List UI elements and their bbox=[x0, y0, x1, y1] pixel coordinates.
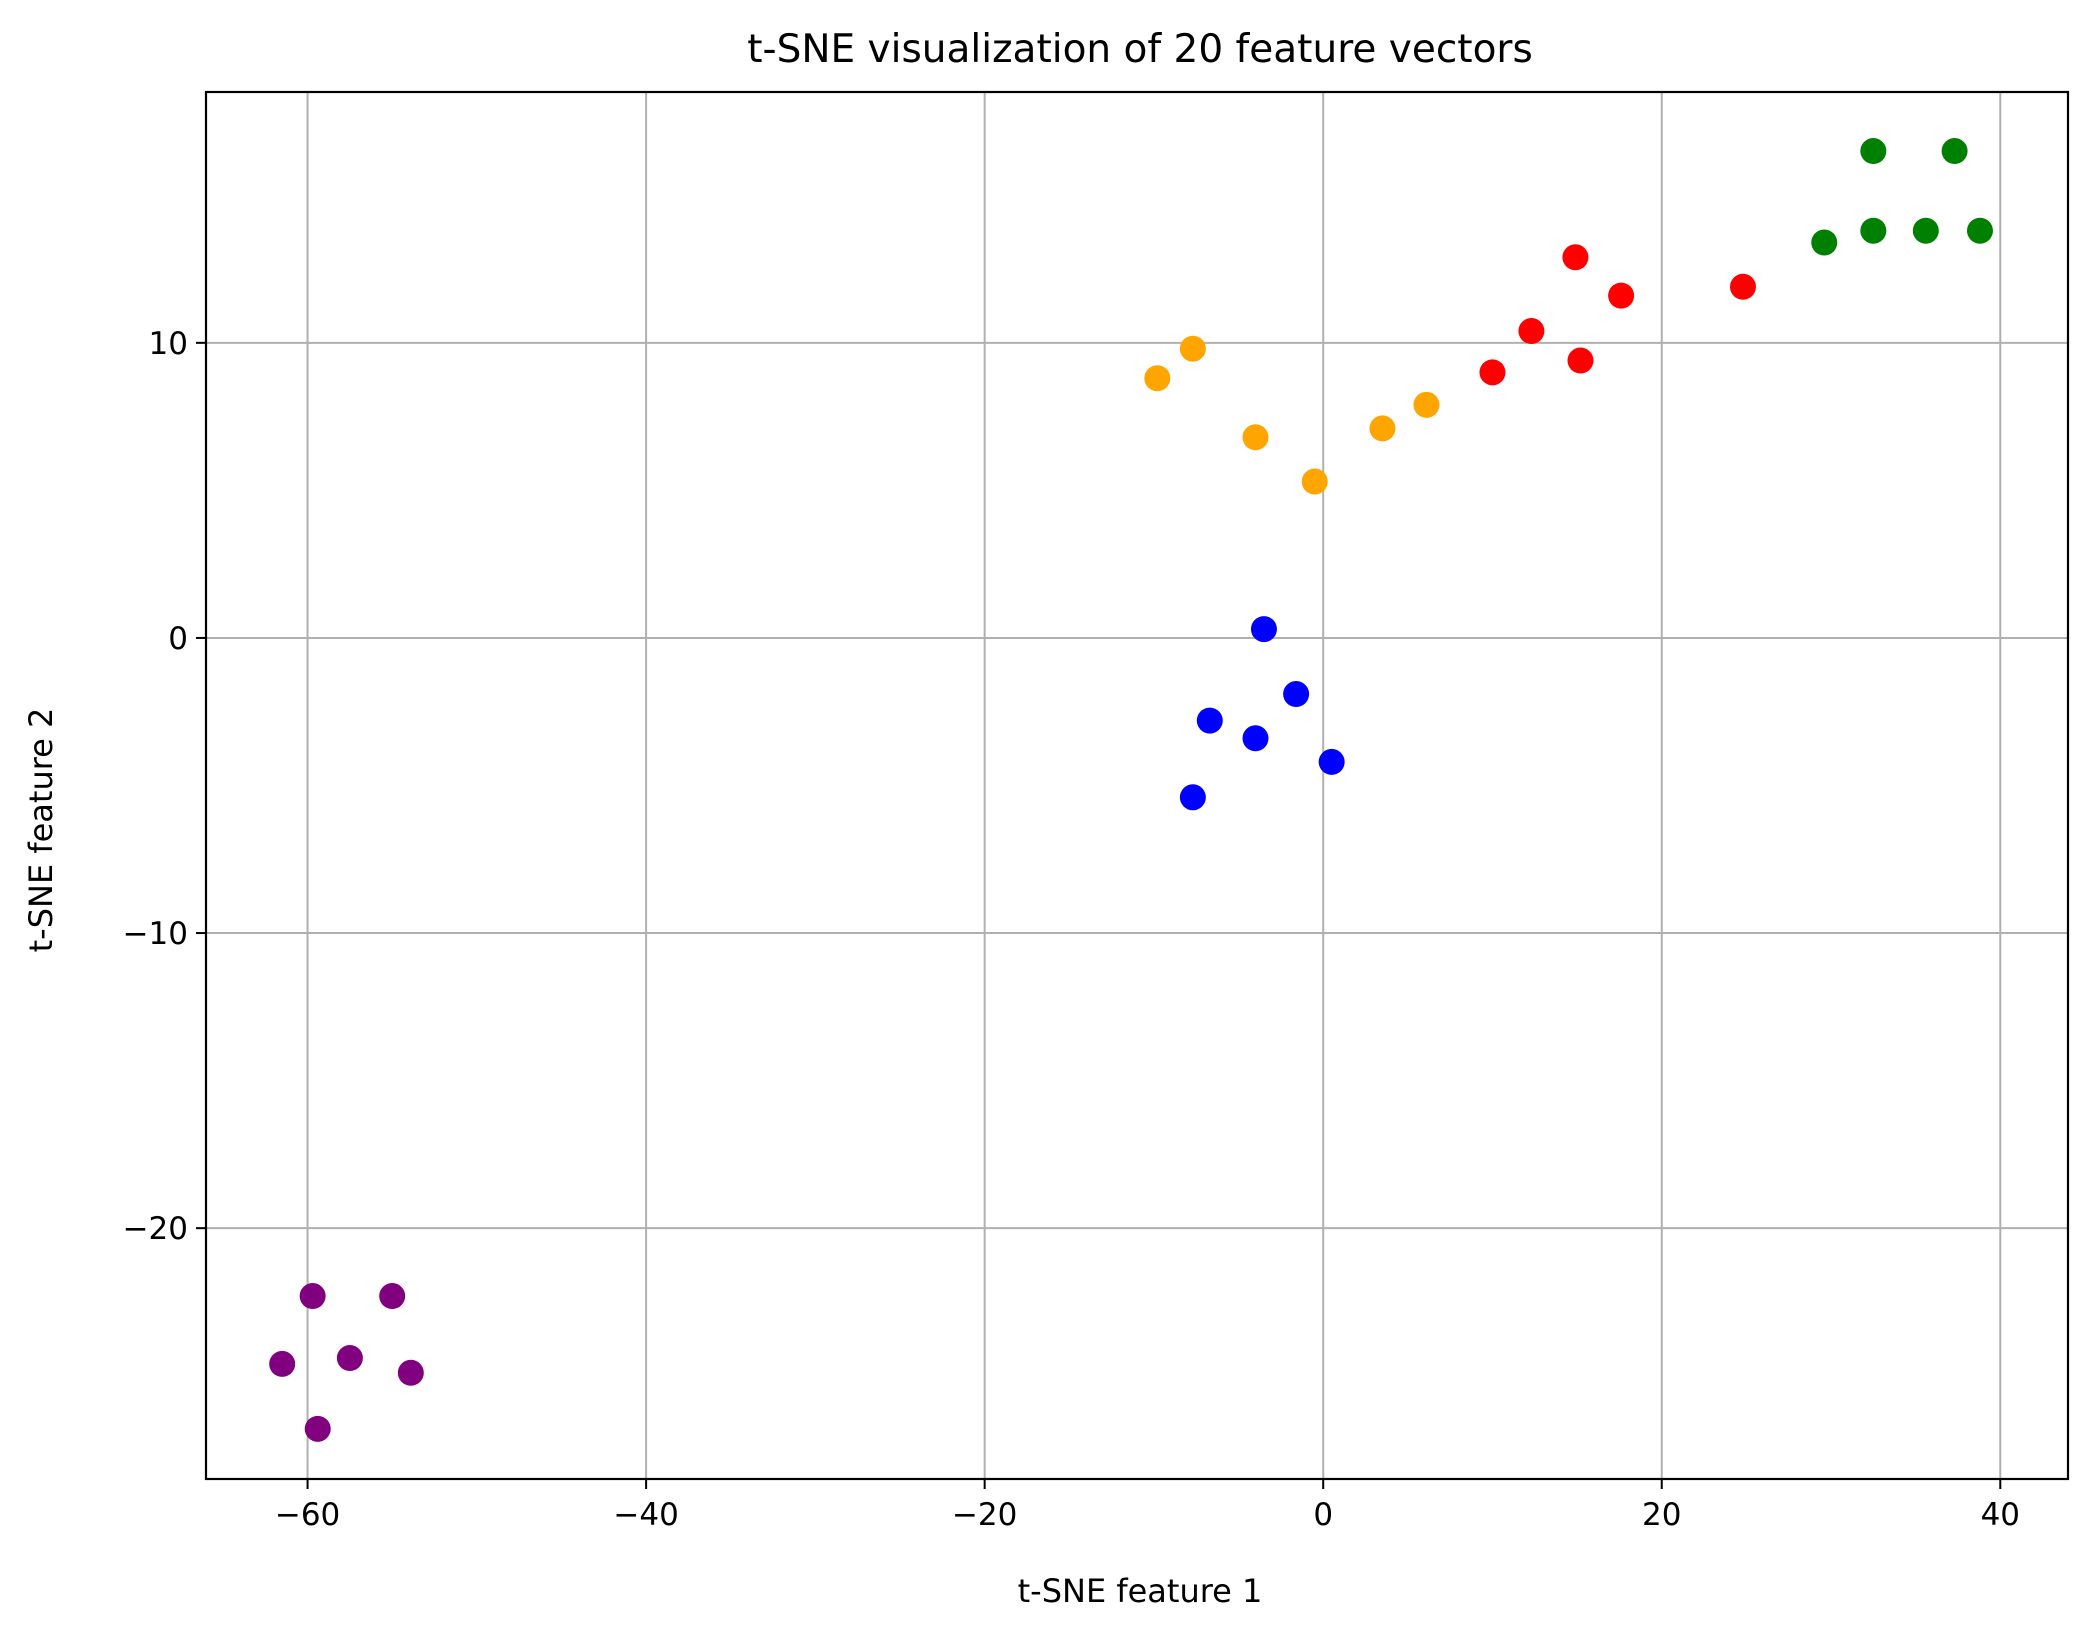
scatter-point bbox=[1518, 318, 1545, 345]
scatter-point bbox=[1479, 359, 1506, 386]
scatter-point bbox=[379, 1283, 406, 1310]
scatter-series-5 bbox=[269, 1283, 424, 1442]
scatter-point bbox=[1369, 415, 1396, 442]
x-axis-label: t-SNE feature 1 bbox=[1018, 1572, 1263, 1610]
y-tick-label: −10 bbox=[123, 916, 188, 952]
scatter-point bbox=[1811, 229, 1838, 256]
scatter-series-4 bbox=[1179, 616, 1345, 811]
scatter-point bbox=[1941, 138, 1968, 165]
scatter-series-2 bbox=[1479, 244, 1756, 386]
scatter-point bbox=[1250, 616, 1277, 643]
scatter-point bbox=[1966, 217, 1993, 244]
scatter-series-3 bbox=[1144, 335, 1440, 495]
x-tick-label: 20 bbox=[1642, 1497, 1681, 1533]
scatter-point bbox=[304, 1415, 331, 1442]
x-tick-label: −40 bbox=[613, 1497, 678, 1533]
scatter-point bbox=[336, 1345, 363, 1372]
scatter-point bbox=[1567, 347, 1594, 374]
y-tick-label: 10 bbox=[149, 326, 188, 362]
scatter-point bbox=[1860, 138, 1887, 165]
scatter-point bbox=[1144, 365, 1171, 392]
scatter-point bbox=[1196, 707, 1223, 734]
data-points bbox=[269, 138, 1993, 1442]
scatter-point bbox=[299, 1283, 326, 1310]
scatter-point bbox=[1729, 273, 1756, 300]
grid-lines bbox=[206, 92, 2068, 1479]
scatter-point bbox=[397, 1359, 424, 1386]
x-tick-label: 40 bbox=[1981, 1497, 2020, 1533]
plot-area-frame bbox=[204, 90, 2070, 1481]
scatter-point bbox=[1912, 217, 1939, 244]
x-tick-label: −20 bbox=[952, 1497, 1017, 1533]
x-tick-label: −60 bbox=[275, 1497, 340, 1533]
scatter-point bbox=[1242, 725, 1269, 752]
scatter-point bbox=[1301, 468, 1328, 495]
x-tick-label: 0 bbox=[1313, 1497, 1333, 1533]
scatter-point bbox=[1413, 391, 1440, 418]
y-tick-label: −20 bbox=[123, 1211, 188, 1247]
scatter-point bbox=[1608, 282, 1635, 309]
scatter-point bbox=[1562, 244, 1589, 271]
scatter-point bbox=[1860, 217, 1887, 244]
y-axis-ticks: −20 −10 0 10 bbox=[123, 326, 206, 1247]
scatter-series-1 bbox=[1811, 138, 1993, 256]
chart-title: t-SNE visualization of 20 feature vector… bbox=[747, 27, 1533, 72]
x-axis-ticks: −60 −40 −20 0 20 40 bbox=[275, 1479, 2020, 1533]
scatter-point bbox=[1283, 681, 1310, 708]
scatter-point bbox=[269, 1350, 296, 1377]
scatter-point bbox=[1318, 748, 1345, 775]
y-axis-label: t-SNE feature 2 bbox=[22, 708, 60, 953]
scatter-point bbox=[1179, 335, 1206, 362]
scatter-point bbox=[1179, 784, 1206, 811]
scatter-point bbox=[1242, 424, 1269, 451]
y-tick-label: 0 bbox=[168, 621, 188, 657]
